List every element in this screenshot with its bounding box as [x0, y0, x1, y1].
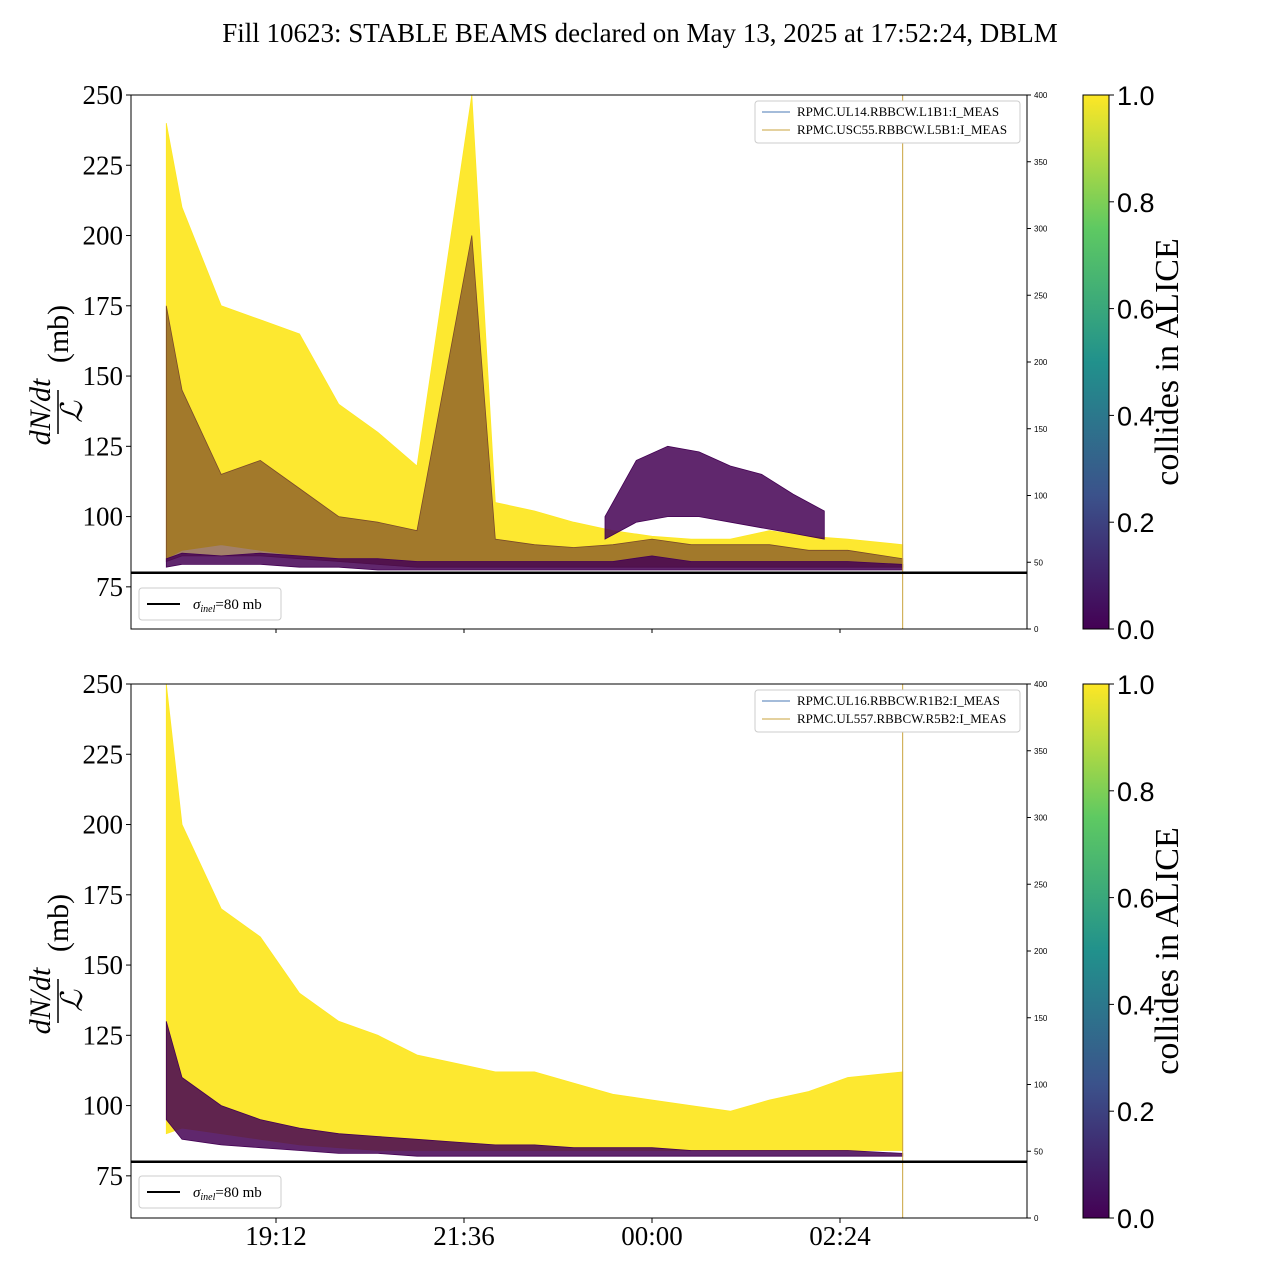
right-y-tick-label: 150 [1034, 425, 1048, 434]
x-tick-label: 19:12 [245, 1221, 307, 1251]
panel-top: 75 100 125 150 175 200 225 250 0 50 100 150 200 250 3… [24, 80, 1186, 645]
top-ylabel-numerator: dN/dt [24, 378, 57, 445]
bottom-y-label: dN/dt ℒ (mb) [24, 894, 89, 1035]
top-colorbar-label: collides in ALICE [1149, 238, 1186, 485]
y-tick-label: 175 [83, 880, 124, 910]
bottom-sigma-label: σinel=80 mb [193, 1185, 262, 1203]
colorbar-tick-label: 0.8 [1117, 777, 1155, 807]
y-tick-label: 125 [83, 1020, 124, 1050]
series-band [604, 445, 825, 540]
y-tick-label: 250 [83, 669, 124, 699]
top-x-axis [275, 629, 841, 633]
x-tick-label: 21:36 [433, 1221, 495, 1251]
y-tick-label: 225 [83, 150, 124, 180]
colorbar-tick-label: 0.6 [1117, 884, 1155, 914]
top-sigma-label: σinel=80 mb [193, 597, 262, 615]
top-ylabel-unit: (mb) [42, 305, 75, 363]
colorbar-tick-label: 0.4 [1117, 401, 1155, 431]
bottom-legend: RPMC.UL16.RBBCW.R1B2:I_MEAS RPMC.UL557.R… [754, 689, 1021, 733]
top-sigma-legend: σinel=80 mb [138, 587, 282, 621]
right-y-tick-label: 300 [1034, 814, 1048, 823]
bottom-legend-item-1: RPMC.UL16.RBBCW.R1B2:I_MEAS [797, 693, 1000, 708]
right-y-tick-label: 350 [1034, 158, 1048, 167]
top-colorbar: 0.0 0.2 0.4 0.6 0.8 1.0 collides in ALICE [1082, 81, 1186, 645]
y-tick-label: 200 [83, 221, 124, 251]
right-y-tick-label: 200 [1034, 947, 1048, 956]
right-y-tick-label: 0 [1034, 625, 1039, 634]
x-tick-label: 02:24 [809, 1221, 871, 1251]
top-y-label: dN/dt ℒ (mb) [24, 305, 89, 446]
top-right-y-axis: 0 50 100 150 200 250 300 350 400 [1027, 91, 1048, 634]
right-y-tick-label: 250 [1034, 880, 1048, 889]
y-tick-label: 150 [83, 950, 124, 980]
y-tick-label: 250 [83, 80, 124, 110]
bottom-x-axis: 19:12 21:36 00:00 02:24 [245, 1218, 871, 1251]
colorbar-tick-label: 1.0 [1117, 81, 1155, 111]
y-tick-label: 125 [83, 431, 124, 461]
right-y-tick-label: 200 [1034, 358, 1048, 367]
right-y-tick-label: 150 [1034, 1014, 1048, 1023]
series-band [165, 684, 904, 1151]
colorbar-tick-label: 0.2 [1117, 508, 1155, 538]
top-legend-item-2: RPMC.USC55.RBBCW.L5B1:I_MEAS [797, 122, 1007, 137]
colorbar-tick-label: 1.0 [1117, 670, 1155, 700]
colorbar-tick-label: 0.4 [1117, 990, 1155, 1020]
y-tick-label: 100 [83, 502, 124, 532]
bottom-colorbar-label: collides in ALICE [1149, 827, 1186, 1074]
bottom-ylabel-unit: (mb) [42, 894, 75, 952]
bottom-ylabel-numerator: dN/dt [24, 967, 57, 1034]
right-y-tick-label: 50 [1034, 558, 1043, 567]
colorbar-tick-label: 0.0 [1117, 1204, 1155, 1234]
colorbar-tick-label: 0.8 [1117, 188, 1155, 218]
top-data-layer [165, 95, 904, 629]
right-y-tick-label: 100 [1034, 1081, 1048, 1090]
right-y-tick-label: 350 [1034, 747, 1048, 756]
bottom-legend-item-2: RPMC.UL557.RBBCW.R5B2:I_MEAS [797, 711, 1006, 726]
y-tick-label: 75 [96, 1161, 123, 1191]
right-y-tick-label: 400 [1034, 680, 1048, 689]
bottom-data-layer [165, 684, 904, 1218]
colorbar-tick-label: 0.0 [1117, 615, 1155, 645]
colorbar-tick-label: 0.6 [1117, 295, 1155, 325]
bottom-y-axis: 75 100 125 150 175 200 225 250 [83, 669, 131, 1191]
x-tick-label: 00:00 [621, 1221, 683, 1251]
right-y-tick-label: 50 [1034, 1147, 1043, 1156]
y-tick-label: 150 [83, 361, 124, 391]
right-y-tick-label: 400 [1034, 91, 1048, 100]
top-legend-item-1: RPMC.UL14.RBBCW.L1B1:I_MEAS [797, 104, 999, 119]
colorbar-tick-label: 0.2 [1117, 1097, 1155, 1127]
top-legend: RPMC.UL14.RBBCW.L1B1:I_MEAS RPMC.USC55.R… [754, 100, 1021, 144]
right-y-tick-label: 0 [1034, 1214, 1039, 1223]
panel-bottom: 75 100 125 150 175 200 225 250 0 50 100 150 200 250 3… [24, 669, 1186, 1251]
y-tick-label: 100 [83, 1091, 124, 1121]
top-ylabel-denominator: ℒ [56, 400, 89, 423]
right-y-tick-label: 100 [1034, 492, 1048, 501]
right-y-tick-label: 250 [1034, 291, 1048, 300]
right-y-tick-label: 300 [1034, 225, 1048, 234]
y-tick-label: 225 [83, 739, 124, 769]
top-y-axis: 75 100 125 150 175 200 225 250 [83, 80, 131, 602]
y-tick-label: 200 [83, 810, 124, 840]
bottom-sigma-legend: σinel=80 mb [138, 1175, 282, 1209]
page-title: Fill 10623: STABLE BEAMS declared on May… [222, 18, 1058, 48]
y-tick-label: 175 [83, 291, 124, 321]
bottom-colorbar: 0.0 0.2 0.4 0.6 0.8 1.0 collides in ALICE [1082, 670, 1186, 1234]
bottom-right-y-axis: 0 50 100 150 200 250 300 350 400 [1027, 680, 1048, 1223]
y-tick-label: 75 [96, 572, 123, 602]
bottom-ylabel-denominator: ℒ [56, 989, 89, 1012]
